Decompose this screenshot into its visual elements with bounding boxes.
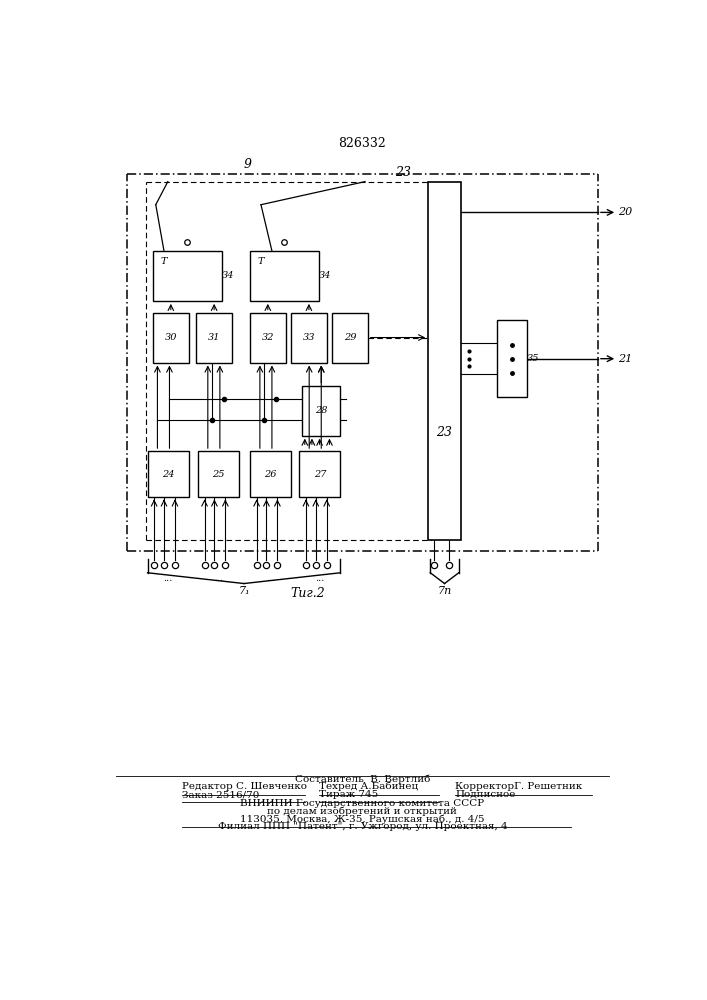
Text: 29: 29	[344, 333, 356, 342]
Bar	[428, 182, 461, 540]
Text: 9: 9	[243, 158, 251, 171]
Bar	[153, 312, 189, 363]
Text: 26: 26	[264, 470, 277, 479]
Text: 113035, Москва, Ж-35, Раушская наб., д. 4/5: 113035, Москва, Ж-35, Раушская наб., д. …	[240, 814, 484, 824]
Text: 31: 31	[208, 333, 221, 342]
Text: 21: 21	[618, 354, 633, 364]
Bar	[148, 451, 189, 497]
Text: 7₁: 7₁	[238, 586, 250, 596]
Text: 23: 23	[436, 426, 452, 439]
Bar	[250, 451, 291, 497]
Bar	[250, 312, 286, 363]
Text: Составитель  В. Вертлиб: Составитель В. Вертлиб	[295, 774, 430, 784]
Bar	[496, 320, 527, 397]
Text: 28: 28	[315, 406, 327, 415]
Text: ...: ...	[315, 574, 325, 583]
Bar	[299, 451, 341, 497]
Text: Τиг.2: Τиг.2	[290, 587, 325, 600]
Bar	[197, 312, 232, 363]
Text: Заказ 2516/70: Заказ 2516/70	[182, 790, 259, 799]
Bar	[198, 451, 239, 497]
Text: 34: 34	[222, 271, 234, 280]
Text: Подписное: Подписное	[455, 790, 516, 799]
Bar	[302, 386, 341, 436]
Bar	[291, 312, 327, 363]
Text: 826332: 826332	[339, 137, 386, 150]
Text: по делам изобретений и открытий: по делам изобретений и открытий	[267, 807, 457, 816]
Text: 25: 25	[212, 470, 225, 479]
Text: Тираж 745: Тираж 745	[319, 790, 378, 799]
Text: КорректорГ. Решетник: КорректорГ. Решетник	[455, 782, 583, 791]
Text: 32: 32	[262, 333, 274, 342]
Bar	[250, 251, 319, 301]
Text: ...: ...	[214, 574, 223, 583]
Text: 27: 27	[314, 470, 326, 479]
Text: 30: 30	[165, 333, 177, 342]
Text: 35: 35	[527, 354, 539, 363]
Text: ...: ...	[163, 574, 173, 583]
Text: ВНИИПИ Государственного комитета СССР: ВНИИПИ Государственного комитета СССР	[240, 799, 484, 808]
Text: 24: 24	[162, 470, 175, 479]
Text: Филиал ППП "Патент", г. Ужгород, ул. Проектная, 4: Филиал ППП "Патент", г. Ужгород, ул. Про…	[218, 822, 507, 831]
Text: 7n: 7n	[438, 586, 452, 596]
Text: T: T	[258, 257, 264, 266]
Text: ...: ...	[266, 574, 275, 583]
Text: Редактор С. Шевченко: Редактор С. Шевченко	[182, 782, 307, 791]
Text: 33: 33	[303, 333, 315, 342]
Bar	[332, 312, 368, 363]
Text: 34: 34	[319, 271, 332, 280]
Text: 23: 23	[395, 166, 411, 179]
Text: 20: 20	[618, 207, 633, 217]
Text: Техред А.Бабинец: Техред А.Бабинец	[319, 782, 418, 791]
Bar	[153, 251, 221, 301]
Text: T: T	[160, 257, 168, 266]
